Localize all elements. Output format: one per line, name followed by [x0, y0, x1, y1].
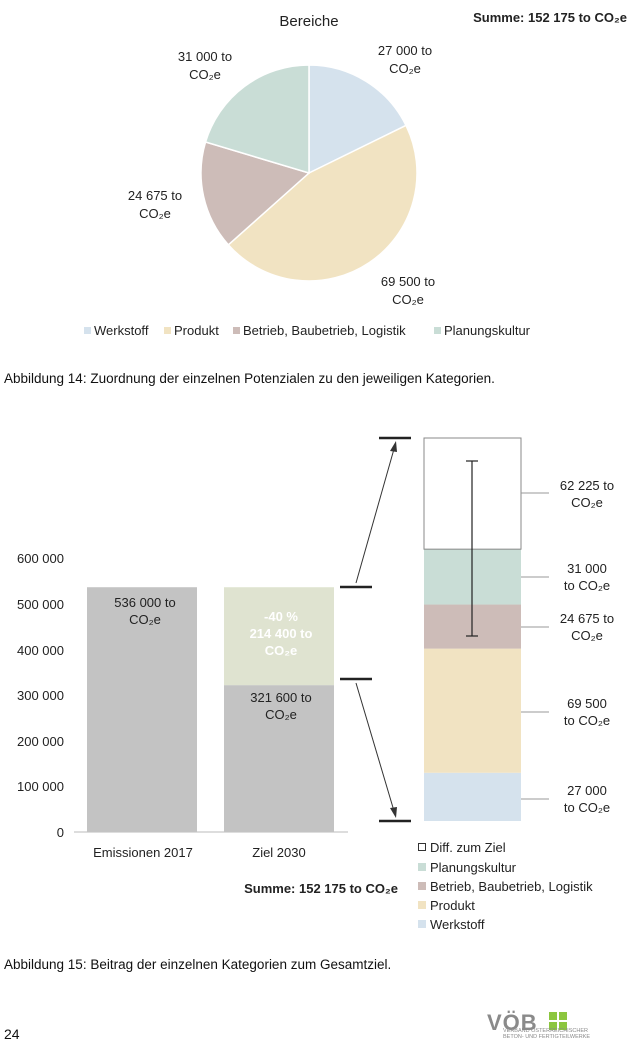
bar-label-2017-1: 536 000 to: [114, 595, 175, 610]
legend-swatch-betrieb-2: [418, 882, 426, 890]
pie-slice-planungskultur: [204, 64, 310, 175]
pie-label-werkstoff-2: CO₂e: [389, 61, 421, 76]
logo-square-2: [559, 1012, 567, 1020]
legend-swatch-werkstoff: [84, 327, 91, 334]
logo-square-4: [559, 1022, 567, 1030]
pie-chart: Bereiche Summe: 152 175 to CO₂e 27 000 t…: [84, 10, 627, 338]
y-tick-600000: 600 000: [17, 551, 64, 566]
pie-slices: [200, 64, 418, 282]
stack-seg-produkt: [424, 648, 521, 773]
pie-slice-produkt: [227, 124, 418, 282]
legend-swatch-produkt: [164, 327, 171, 334]
logo-wordmark: VÖB: [487, 1010, 538, 1035]
arrowhead-bottom: [390, 807, 397, 818]
stack-label-betrieb-2: CO₂e: [571, 628, 603, 643]
stack-label-planungskultur-2: to CO₂e: [564, 578, 610, 593]
pie-label-betrieb-2: CO₂e: [139, 206, 171, 221]
logo-square-3: [549, 1022, 557, 1030]
stack-leader-lines: [521, 492, 549, 800]
stack-label-produkt-1: 69 500: [567, 696, 607, 711]
legend-planungskultur-2: Planungskultur: [430, 860, 517, 875]
y-tick-0: 0: [57, 825, 64, 840]
legend-werkstoff: Werkstoff: [94, 323, 149, 338]
stack-label-werkstoff-2: to CO₂e: [564, 800, 610, 815]
stack-label-diff-1: 62 225 to: [560, 478, 614, 493]
bar-label-2030-2: CO₂e: [265, 707, 297, 722]
bar-ziel-2030: [224, 685, 334, 832]
bar-reduction: [224, 587, 334, 686]
stack-legend: Diff. zum Ziel Planungskultur Betrieb, B…: [418, 840, 593, 932]
y-tick-400000: 400 000: [17, 643, 64, 658]
bar-chart: 600 000 500 000 400 000 300 000 200 000 …: [17, 551, 398, 896]
bar-summe: Summe: 152 175 to CO₂e: [244, 881, 398, 896]
pie-legend: Werkstoff Produkt Betrieb, Baubetrieb, L…: [84, 323, 531, 338]
pie-label-werkstoff-1: 27 000 to: [378, 43, 432, 58]
bar-label-2030-1: 321 600 to: [250, 690, 311, 705]
legend-swatch-produkt-2: [418, 901, 426, 909]
legend-planungskultur: Planungskultur: [444, 323, 531, 338]
y-tick-300000: 300 000: [17, 688, 64, 703]
reduction-label-1: -40 %: [264, 609, 298, 624]
pie-slice-betrieb: [200, 141, 311, 246]
y-tick-100000: 100 000: [17, 779, 64, 794]
y-tick-500000: 500 000: [17, 597, 64, 612]
y-axis-ticks: 600 000 500 000 400 000 300 000 200 000 …: [17, 551, 64, 840]
stack-label-betrieb-1: 24 675 to: [560, 611, 614, 626]
logo-subtitle: VERBAND ÖSTERREICHISCHER BETON- UND FERT…: [503, 1028, 591, 1040]
reduction-label-3: CO₂e: [265, 643, 298, 658]
voeb-logo: VÖB VERBAND ÖSTERREICHISCHER BETON- UND …: [487, 1010, 637, 1042]
legend-diff: Diff. zum Ziel: [430, 840, 506, 855]
y-tick-200000: 200 000: [17, 734, 64, 749]
stack-seg-werkstoff: [424, 772, 521, 821]
caption-figure-15: Abbildung 15: Beitrag der einzelnen Kate…: [4, 957, 392, 972]
arrowhead-top: [390, 441, 397, 452]
stack-label-werkstoff-1: 27 000: [567, 783, 607, 798]
reduction-label-2: 214 400 to: [250, 626, 313, 641]
pie-label-betrieb-1: 24 675 to: [128, 188, 182, 203]
bar-emissionen-2017: [87, 587, 197, 832]
legend-betrieb: Betrieb, Baubetrieb, Logistik: [243, 323, 406, 338]
connector-arrow-bottom: [355, 682, 395, 812]
legend-produkt: Produkt: [174, 323, 219, 338]
pie-label-planungskultur-2: CO₂e: [189, 67, 221, 82]
legend-betrieb-2: Betrieb, Baubetrieb, Logistik: [430, 879, 593, 894]
pie-summe: Summe: 152 175 to CO₂e: [473, 10, 627, 25]
bar-label-2017-2: CO₂e: [129, 612, 161, 627]
pie-label-produkt-1: 69 500 to: [381, 274, 435, 289]
page-number: 24: [4, 1026, 20, 1042]
pie-slice-werkstoff: [308, 64, 407, 175]
legend-produkt-2: Produkt: [430, 898, 475, 913]
caption-figure-14: Abbildung 14: Zuordnung der einzelnen Po…: [4, 371, 495, 386]
stacked-bar: 62 225 to CO₂e 31 000 to CO₂e 24 675 to …: [418, 437, 614, 932]
pie-title: Bereiche: [279, 13, 338, 30]
legend-swatch-diff: [418, 843, 426, 851]
connector-lines: [340, 436, 411, 823]
pie-label-produkt-2: CO₂e: [392, 292, 424, 307]
stack-label-planungskultur-1: 31 000: [567, 561, 607, 576]
legend-swatch-werkstoff-2: [418, 920, 426, 928]
legend-werkstoff-2: Werkstoff: [430, 917, 485, 932]
x-label-emissionen-2017: Emissionen 2017: [93, 845, 193, 860]
legend-swatch-planungskultur: [434, 327, 441, 334]
legend-swatch-planungskultur-2: [418, 863, 426, 871]
pie-label-planungskultur-1: 31 000 to: [178, 49, 232, 64]
stack-label-diff-2: CO₂e: [571, 495, 603, 510]
connector-arrow-top: [355, 448, 395, 584]
x-label-ziel-2030: Ziel 2030: [252, 845, 305, 860]
legend-swatch-betrieb: [233, 327, 240, 334]
logo-square-1: [549, 1012, 557, 1020]
stack-label-produkt-2: to CO₂e: [564, 713, 610, 728]
